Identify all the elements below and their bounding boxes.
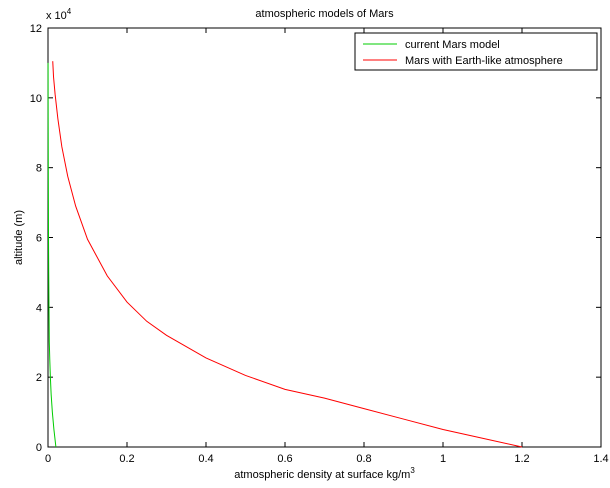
x-tick-label: 0.2: [119, 453, 134, 465]
y-axis-label: altitude (m): [13, 210, 25, 265]
y-axis-exponent-superscript: 4: [67, 7, 72, 16]
x-tick-label: 0.4: [198, 453, 213, 465]
x-tick-label: 1: [440, 453, 446, 465]
y-tick-label: 10: [30, 93, 42, 105]
y-tick-label: 0: [36, 442, 42, 454]
y-tick-label: 12: [30, 23, 42, 35]
y-axis-exponent-text: x 10: [46, 10, 67, 22]
legend: current Mars model Mars with Earth-like …: [354, 32, 598, 71]
y-tick-label: 4: [36, 302, 42, 314]
legend-label-current-mars: current Mars model: [405, 39, 500, 51]
legend-label-earth-like: Mars with Earth-like atmosphere: [405, 55, 563, 67]
x-tick-label: 0.8: [356, 453, 371, 465]
axis-ticks: 0 0.2 0.4 0.6 0.8 1 1.2 1.4 0 2 4 6 8 10 12: [30, 23, 609, 465]
y-tick-label: 8: [36, 163, 42, 175]
plot-area: [47, 27, 602, 448]
x-axis-label-superscript: 3: [410, 466, 415, 475]
x-tick-label: 0: [45, 453, 51, 465]
data-series: [47, 61, 523, 448]
x-tick-label: 1.4: [593, 453, 608, 465]
series-line-earth-like: [52, 61, 523, 448]
legend-box: [354, 32, 598, 71]
y-tick-label: 2: [36, 372, 42, 384]
x-axis-label: atmospheric density at surface kg/m3: [234, 466, 415, 481]
x-axis-label-text: atmospheric density at surface kg/m: [234, 469, 410, 481]
y-axis-exponent: x 104: [46, 7, 72, 22]
y-tick-label: 6: [36, 233, 42, 245]
x-tick-label: 1.2: [514, 453, 529, 465]
x-tick-label: 0.6: [277, 453, 292, 465]
series-line-current-mars: [47, 62, 57, 448]
chart-title: atmospheric models of Mars: [255, 8, 394, 20]
